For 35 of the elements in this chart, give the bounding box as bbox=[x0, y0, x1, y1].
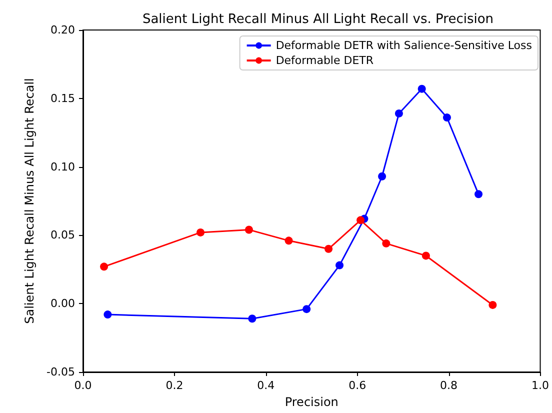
x-tick-label: 0.2 bbox=[166, 379, 184, 392]
y-tick-label: 0.20 bbox=[50, 24, 75, 36]
point bbox=[244, 226, 253, 234]
point bbox=[488, 300, 497, 309]
point bbox=[336, 261, 344, 270]
y-tick-label: 0.15 bbox=[50, 92, 75, 105]
legend-label: Deformable DETR bbox=[276, 54, 374, 67]
y-tick-label: 0.10 bbox=[50, 160, 75, 174]
y-tick-label: -0.05 bbox=[46, 366, 75, 378]
chart-title: Salient Light Recall Minus All Light Recall vs. Precision bbox=[142, 12, 494, 27]
point bbox=[378, 172, 386, 180]
x-tick-label: 0.6 bbox=[348, 379, 366, 392]
point bbox=[196, 228, 205, 236]
x-tick-label: 0.4 bbox=[257, 379, 275, 392]
legend-label: Deformable DETR with Salience-Sensitive Loss bbox=[276, 39, 532, 52]
point bbox=[356, 216, 365, 224]
y-tick-label: 0.00 bbox=[50, 297, 75, 310]
x-tick-label: 0.8 bbox=[440, 379, 458, 392]
point bbox=[474, 190, 483, 198]
point bbox=[100, 262, 108, 271]
point bbox=[418, 84, 426, 93]
point bbox=[248, 314, 256, 323]
x-tick-label: 0.0 bbox=[74, 379, 92, 392]
x-tick-label: 1.0 bbox=[532, 379, 550, 392]
point bbox=[284, 236, 293, 245]
point bbox=[302, 305, 311, 314]
point bbox=[382, 239, 390, 248]
point bbox=[324, 244, 333, 253]
point bbox=[442, 114, 451, 122]
x-axis-title: Precision bbox=[284, 394, 338, 409]
point bbox=[104, 310, 112, 319]
point bbox=[394, 109, 403, 118]
y-axis-title: Salient Light Recall Minus All Light Recall bbox=[22, 78, 37, 324]
y-tick-label: 0.05 bbox=[50, 228, 75, 242]
point bbox=[422, 252, 430, 260]
